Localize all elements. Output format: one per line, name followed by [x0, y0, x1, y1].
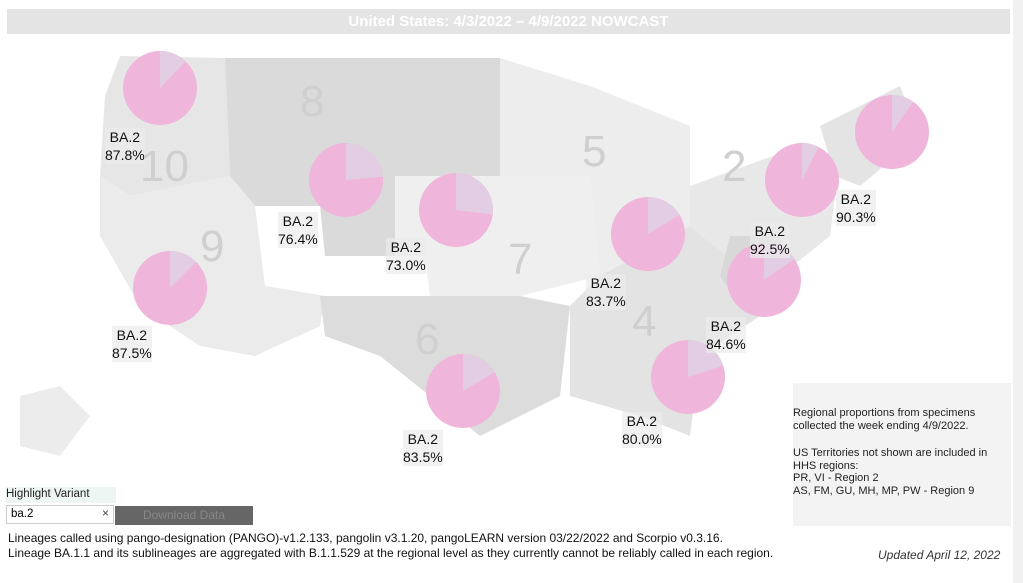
region-number-5: 5	[582, 127, 606, 176]
region-number-6: 6	[415, 315, 439, 364]
pie-other-slice[interactable]	[802, 143, 819, 180]
variant-percent: 76.4%	[278, 231, 318, 247]
footer-line: Lineage BA.1.1 and its sublineages are a…	[8, 545, 774, 560]
region-label: BA.2 90.3%	[836, 190, 876, 226]
pie-other-slice[interactable]	[688, 340, 724, 377]
variant-percent: 87.5%	[112, 345, 152, 361]
pie-other-slice[interactable]	[648, 197, 680, 234]
variant-percent: 90.3%	[836, 209, 876, 225]
region-number-10: 10	[140, 142, 189, 191]
region-label: BA.2 73.0%	[386, 238, 426, 274]
variant-name: BA.2	[407, 431, 439, 447]
region-number-4: 4	[632, 297, 656, 346]
note-line: US Territories not shown are included in…	[793, 447, 988, 472]
variant-name: BA.2	[116, 327, 148, 343]
pie-charts	[123, 51, 929, 428]
region-label: BA.2 83.7%	[586, 274, 626, 310]
variant-name: BA.2	[710, 318, 742, 334]
region-label: BA.2 76.4%	[278, 212, 318, 248]
us-hhs-region-map: 10 8 9 5 2 7 6 4	[20, 51, 929, 456]
region-numbers: 10 8 9 5 2 7 6 4	[140, 77, 746, 364]
highlight-variant-label: Highlight Variant	[6, 487, 116, 503]
region-number-2: 2	[722, 142, 746, 191]
pie-other-slice[interactable]	[346, 143, 383, 180]
variant-name: BA.2	[282, 213, 314, 229]
variant-name: BA.2	[390, 239, 422, 255]
highlight-variant-input[interactable]: ba.2	[6, 505, 114, 524]
variant-name: BA.2	[626, 413, 658, 429]
footer-note: Lineages called using pango-designation …	[8, 531, 788, 560]
region-label: BA.2 87.5%	[112, 326, 152, 362]
variant-percent: 73.0%	[386, 257, 426, 273]
variant-name: BA.2	[109, 129, 141, 145]
region-label: BA.2 80.0%	[622, 412, 662, 448]
variant-percent: 84.6%	[706, 336, 746, 352]
variant-percent: 83.5%	[403, 449, 443, 465]
region-label: BA.2 87.8%	[105, 128, 145, 164]
map-title: United States: 4/3/2022 – 4/9/2022 NOWCA…	[7, 9, 1010, 34]
region-label: BA.2 92.5%	[750, 222, 790, 258]
updated-date: Updated April 12, 2022	[878, 548, 1001, 562]
variant-name: BA.2	[754, 223, 786, 239]
variant-name: BA.2	[590, 275, 622, 291]
note-line: PR, VI - Region 2	[793, 472, 879, 484]
variant-percent: 83.7%	[586, 293, 626, 309]
pie-other-slice[interactable]	[160, 51, 186, 88]
pie-other-slice[interactable]	[463, 354, 495, 391]
variant-name: BA.2	[840, 191, 872, 207]
pie-other-slice[interactable]	[170, 251, 197, 288]
pie-other-slice[interactable]	[456, 173, 493, 215]
note-line: Regional proportions from specimens coll…	[793, 407, 976, 432]
region-number-7: 7	[508, 235, 532, 284]
variant-percent: 80.0%	[622, 431, 662, 447]
pie-other-slice[interactable]	[892, 95, 914, 132]
region-label: BA.2 84.6%	[706, 317, 746, 353]
clear-icon[interactable]: ×	[102, 506, 110, 520]
variant-percent: 92.5%	[750, 241, 790, 257]
note-line: AS, FM, GU, MH, MP, PW - Region 9	[793, 485, 975, 497]
download-data-button[interactable]: Download Data	[115, 506, 253, 525]
info-note: Regional proportions from specimens coll…	[793, 383, 1011, 526]
region-number-8: 8	[300, 77, 324, 126]
region-number-9: 9	[200, 222, 224, 271]
variant-percent: 87.8%	[105, 147, 145, 163]
footer-line: Lineages called using pango-designation …	[8, 531, 723, 545]
scrollbar[interactable]	[1013, 0, 1023, 583]
region-label: BA.2 83.5%	[403, 430, 443, 466]
